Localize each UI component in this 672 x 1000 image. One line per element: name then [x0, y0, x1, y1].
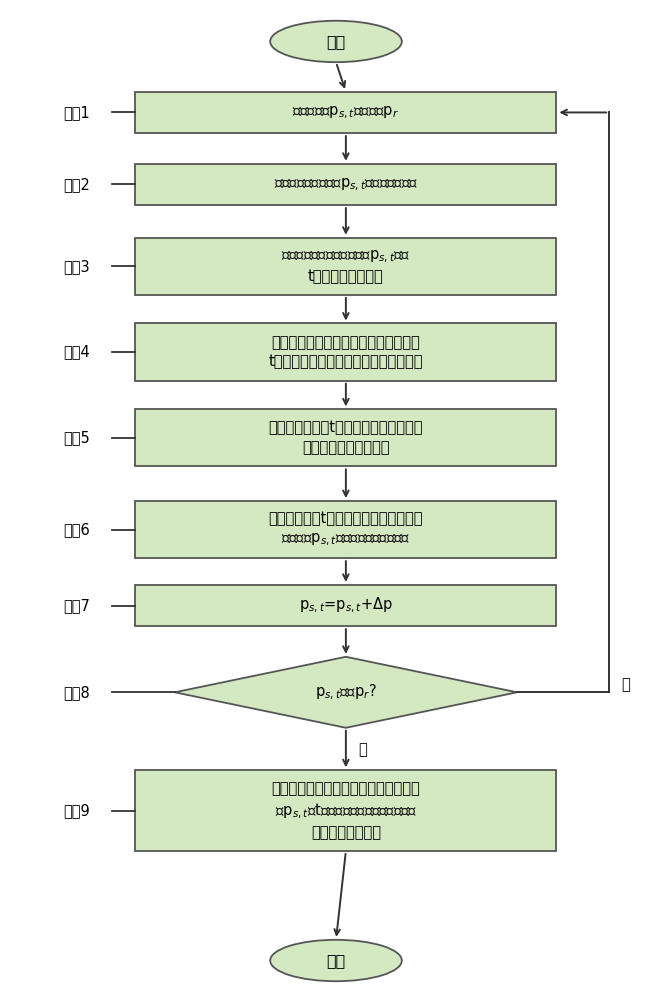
Text: 光伏电站将p$_{s,t}$初始化为p$_r$: 光伏电站将p$_{s,t}$初始化为p$_r$	[292, 104, 399, 121]
Text: 步骤8: 步骤8	[63, 685, 89, 700]
Text: 步骤3: 步骤3	[63, 259, 89, 274]
Text: 步骤5: 步骤5	[63, 430, 89, 445]
Bar	[135, 770, 556, 851]
Bar	[135, 501, 556, 558]
Text: 每个用户的电能控制器根据p$_{s,t}$决定
t时间段计划用电量: 每个用户的电能控制器根据p$_{s,t}$决定 t时间段计划用电量	[281, 248, 411, 284]
Text: 步骤9: 步骤9	[63, 803, 89, 818]
Text: 步骤7: 步骤7	[63, 598, 90, 613]
Text: 电网控制节点将t时间段所有用户总计划
用电量发送给光伏电站: 电网控制节点将t时间段所有用户总计划 用电量发送给光伏电站	[269, 420, 423, 455]
Polygon shape	[175, 657, 517, 728]
Bar	[135, 92, 556, 133]
Text: 光伏电站选择预期收益最大时设定的价
格p$_{s,t}$为t时间段供电价格，并发送给用
户和电网控制节点: 光伏电站选择预期收益最大时设定的价 格p$_{s,t}$为t时间段供电价格，并发…	[271, 781, 420, 840]
Bar	[135, 164, 556, 205]
Bar	[135, 323, 556, 381]
Text: 步骤2: 步骤2	[63, 177, 90, 192]
Bar	[135, 409, 556, 466]
Ellipse shape	[270, 21, 402, 62]
Text: 是: 是	[358, 742, 367, 757]
Text: 光伏电站通过网络将p$_{s,t}$发送给所有用户: 光伏电站通过网络将p$_{s,t}$发送给所有用户	[274, 176, 418, 193]
Text: 步骤1: 步骤1	[63, 105, 89, 120]
Text: 每个用户的电能控制器在规定时间内将
t时间段计划用电量发送给电网控制节点: 每个用户的电能控制器在规定时间内将 t时间段计划用电量发送给电网控制节点	[269, 335, 423, 369]
Text: p$_{s,t}$大于p$_r$?: p$_{s,t}$大于p$_r$?	[315, 683, 377, 702]
Text: 光伏电站根据t时间段总计划用电量计算
在电价为p$_{s,t}$时能够获得的预期收益: 光伏电站根据t时间段总计划用电量计算 在电价为p$_{s,t}$时能够获得的预期…	[269, 511, 423, 548]
Text: 开始: 开始	[327, 34, 345, 49]
Text: 否: 否	[621, 677, 630, 692]
Bar	[135, 238, 556, 295]
Text: 步骤6: 步骤6	[63, 522, 89, 537]
Bar	[135, 585, 556, 626]
Text: 步骤4: 步骤4	[63, 345, 89, 360]
Text: 结束: 结束	[327, 953, 345, 968]
Text: p$_{s,t}$=p$_{s,t}$+$\Delta$p: p$_{s,t}$=p$_{s,t}$+$\Delta$p	[299, 596, 393, 615]
Ellipse shape	[270, 940, 402, 981]
